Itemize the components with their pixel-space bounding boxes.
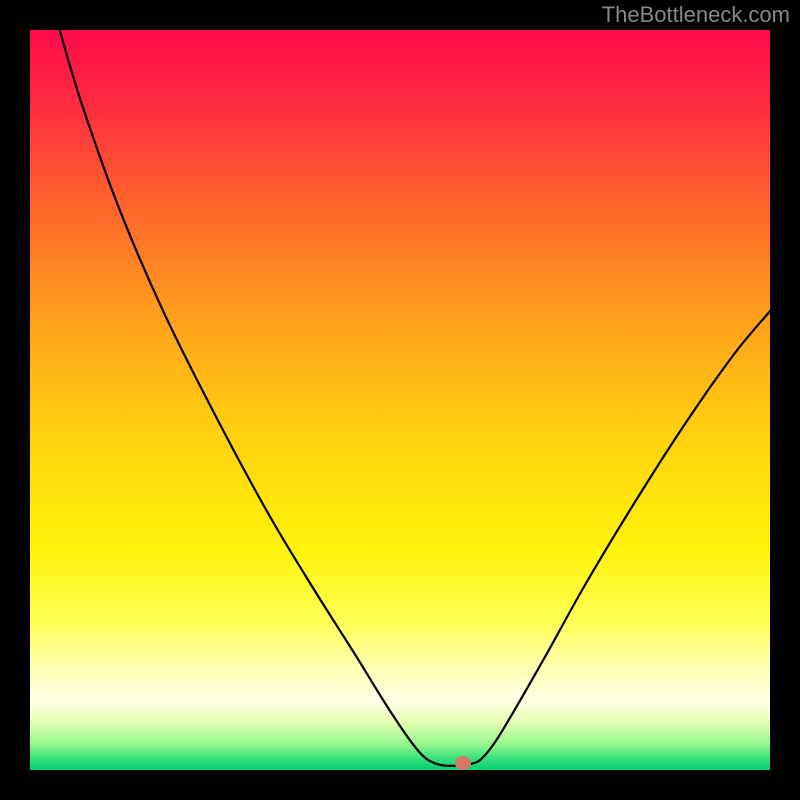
bottleneck-curve	[30, 30, 770, 770]
watermark-text: TheBottleneck.com	[602, 2, 790, 28]
chart-container: { "watermark": "TheBottleneck.com", "lay…	[0, 0, 800, 800]
plot-area	[30, 30, 770, 770]
optimal-point-marker	[455, 756, 471, 770]
